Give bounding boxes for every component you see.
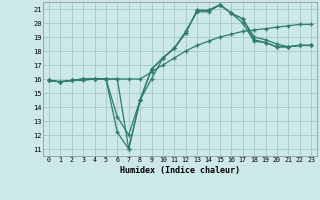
X-axis label: Humidex (Indice chaleur): Humidex (Indice chaleur) bbox=[120, 166, 240, 175]
